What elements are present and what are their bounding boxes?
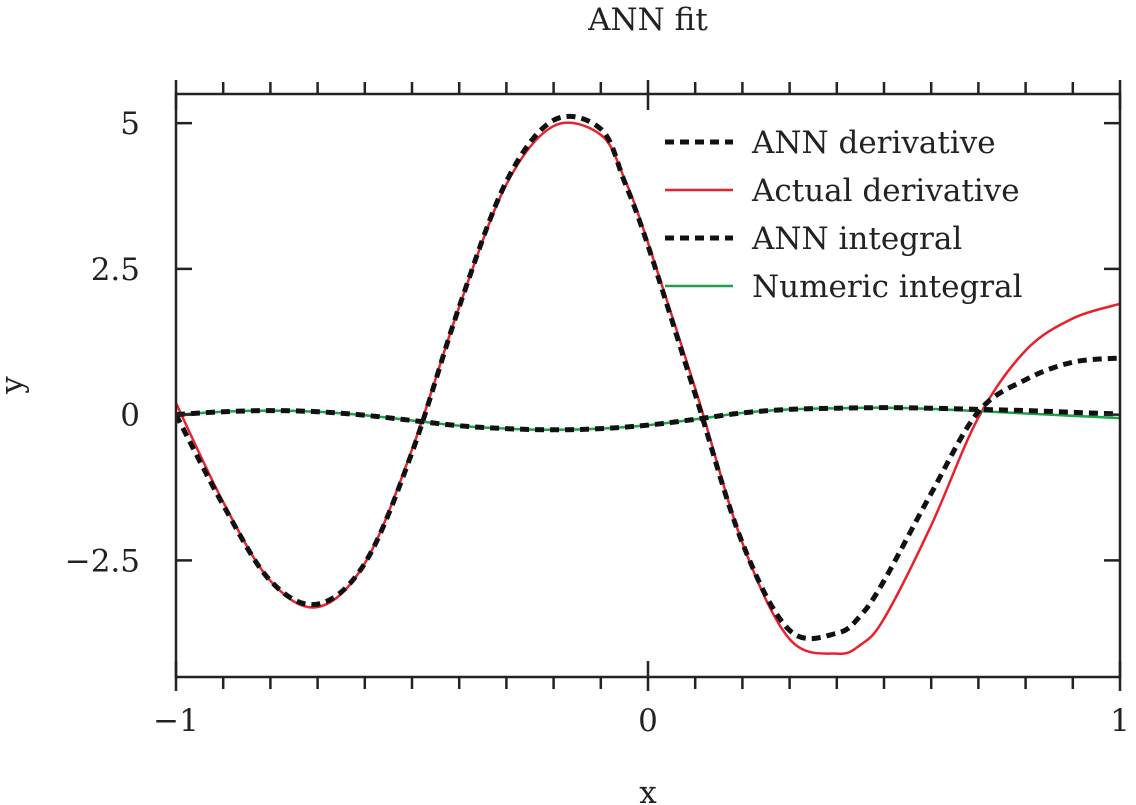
legend-label: ANN derivative <box>751 125 996 161</box>
chart-title: ANN fit <box>587 2 708 38</box>
x-axis-label: x <box>639 775 657 805</box>
x-tick-label: −1 <box>153 703 199 739</box>
plot-area <box>174 80 1122 691</box>
series-line-actual-derivative <box>176 121 1120 656</box>
x-tick-label: 1 <box>1110 703 1130 739</box>
series-layer <box>176 113 1120 656</box>
series-line-ann-integral <box>176 405 1120 433</box>
y-tick-label: −2.5 <box>65 543 140 579</box>
y-axis-label: y <box>0 376 30 395</box>
y-tick-label: 2.5 <box>91 252 140 288</box>
x-tick-label: 0 <box>638 703 658 739</box>
legend-label: Numeric integral <box>752 269 1023 305</box>
legend-label: Actual derivative <box>751 173 1020 209</box>
series-line-ann-derivative <box>176 113 1120 642</box>
legend: ANN derivative Actual derivative ANN integ… <box>665 125 1023 305</box>
legend-label: ANN integral <box>751 221 962 257</box>
ticks-layer <box>174 80 1122 691</box>
tick-labels-layer: −1 0 1 5 2.5 0 −2.5 <box>65 106 1130 739</box>
y-tick-label: 5 <box>120 106 140 142</box>
y-tick-label: 0 <box>120 398 140 434</box>
